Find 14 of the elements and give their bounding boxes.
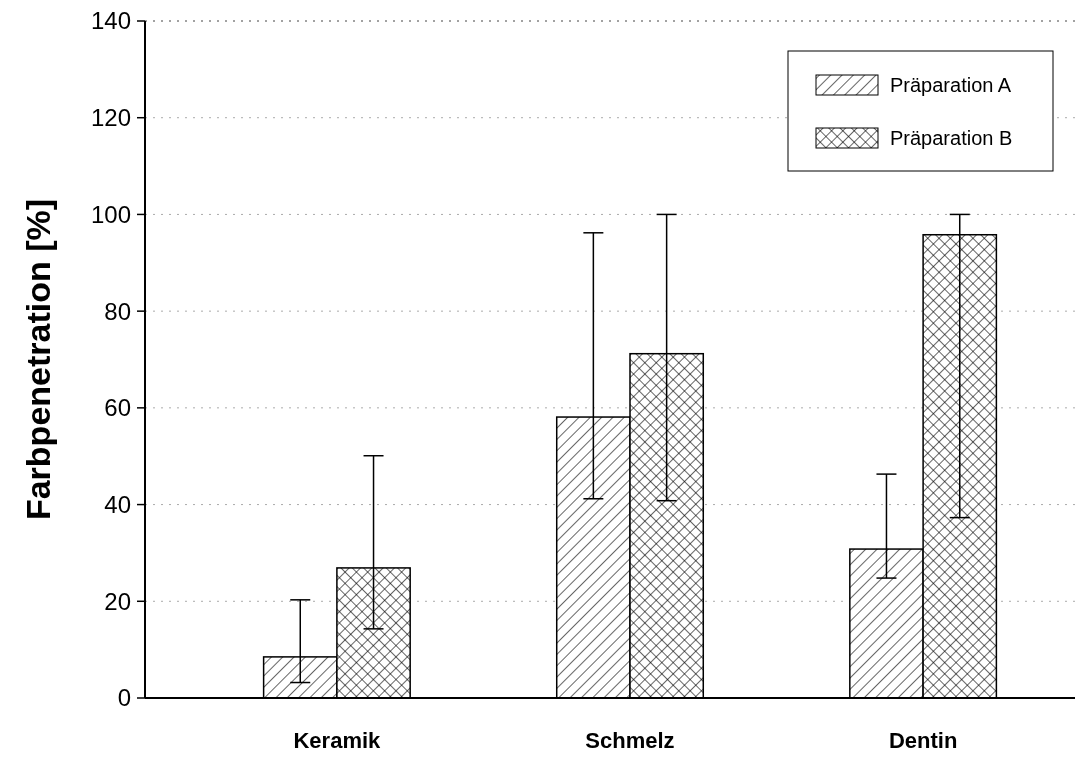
y-tick-label: 120 <box>90 104 131 132</box>
y-axis-title: Farbpenetration [%] <box>19 198 57 521</box>
y-tick-label: 100 <box>90 200 131 228</box>
legend-label: Präparation B <box>890 127 1013 149</box>
y-tick-label: 20 <box>104 587 131 615</box>
y-tick-label: 80 <box>104 297 131 325</box>
legend-label: Präparation A <box>890 74 1012 96</box>
x-tick-label: Dentin <box>888 728 958 753</box>
x-tick-label: Keramik <box>293 728 382 753</box>
y-tick-label: 140 <box>90 7 131 35</box>
y-tick-label: 0 <box>117 684 131 712</box>
y-tick-label: 40 <box>104 490 131 518</box>
y-tick-label: 60 <box>104 394 131 422</box>
x-tick-label: Schmelz <box>585 728 675 753</box>
